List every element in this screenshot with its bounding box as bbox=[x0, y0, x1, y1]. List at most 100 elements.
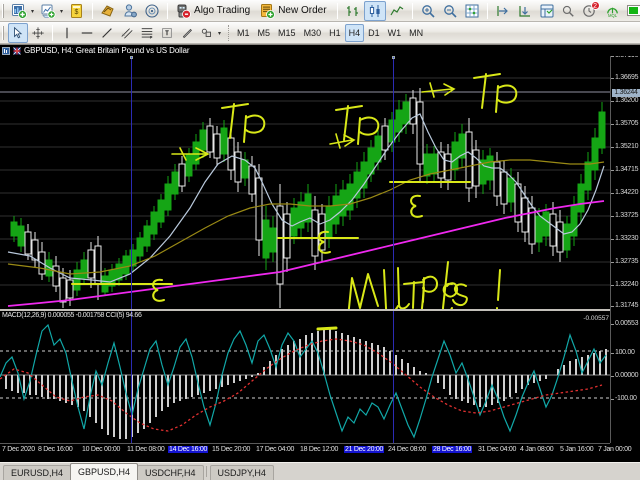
price-tick: 1.36695 bbox=[615, 74, 639, 81]
chevron-down-icon: ▾ bbox=[31, 8, 35, 15]
toolbar-right-cluster: 2 MQL bbox=[558, 0, 640, 21]
tab-separator bbox=[205, 466, 207, 477]
timeframe-mn[interactable]: MN bbox=[409, 27, 424, 38]
toolbar-separator bbox=[336, 2, 338, 19]
vertical-separator-2[interactable] bbox=[392, 56, 395, 443]
chart-shift-button[interactable] bbox=[492, 1, 514, 21]
chart-type-candle-button[interactable] bbox=[363, 0, 386, 21]
annotation-entry-1-e bbox=[152, 278, 165, 302]
data-window-button[interactable] bbox=[97, 1, 119, 21]
algo-trading-button[interactable]: Algo Trading bbox=[172, 1, 256, 21]
trendline-tool-button[interactable] bbox=[97, 23, 117, 43]
auto-scroll-button[interactable] bbox=[514, 1, 536, 21]
market-watch-button[interactable]: $ bbox=[66, 1, 88, 21]
navigator-button[interactable] bbox=[119, 1, 141, 21]
vertical-separator-1[interactable] bbox=[130, 56, 133, 443]
terminal-button[interactable] bbox=[141, 1, 163, 21]
time-tick: 18 Dec 12:00 bbox=[300, 446, 339, 453]
candlestick-chart-icon bbox=[369, 4, 380, 17]
annotation-tp-2-t bbox=[335, 105, 363, 141]
toolbar-grip[interactable] bbox=[1, 2, 6, 20]
timeframe-h1[interactable]: H1 bbox=[329, 27, 341, 38]
price-pane[interactable] bbox=[0, 56, 610, 309]
toolbar-grip[interactable] bbox=[1, 24, 6, 42]
time-tick: 17 Dec 04:00 bbox=[256, 446, 295, 453]
line-chart-icon bbox=[390, 5, 403, 15]
ma-slow-line bbox=[7, 200, 605, 307]
time-tick: 28 Dec 16:00 bbox=[432, 446, 473, 453]
chart-type-line-button[interactable] bbox=[386, 1, 408, 21]
algo-trading-icon bbox=[177, 4, 191, 19]
zoom-out-button[interactable] bbox=[439, 1, 461, 21]
fibonacci-icon: F bbox=[141, 27, 153, 40]
current-price-label: 1.36244 bbox=[612, 89, 640, 97]
chart-window[interactable]: GBPUSD, H4: Great Britain Pound vs US Do… bbox=[0, 44, 640, 462]
crosshair-tool-button[interactable] bbox=[28, 23, 48, 43]
timeframe-m15[interactable]: M15 bbox=[278, 27, 296, 38]
new-chart-button[interactable]: ▾ bbox=[8, 1, 37, 21]
timeframe-w1[interactable]: W1 bbox=[387, 27, 402, 38]
horizontal-line-tool-button[interactable] bbox=[77, 23, 97, 43]
grid-button[interactable] bbox=[461, 1, 483, 21]
horizontal-line-icon bbox=[81, 31, 93, 34]
line-studies-toolbar: F ▾ M1 M5 M15 M30 H1 H4 bbox=[0, 22, 640, 44]
new-order-label: New Order bbox=[278, 5, 327, 16]
price-scale[interactable]: 1.37190 1.36695 1.36244 1.36200 1.35705 … bbox=[610, 52, 640, 443]
new-order-button[interactable]: New Order bbox=[256, 1, 332, 21]
signal-quality-button[interactable]: MQL bbox=[602, 1, 623, 21]
timeframe-h4[interactable]: H4 bbox=[344, 23, 365, 42]
toolbar-separator bbox=[52, 24, 53, 41]
chart-plot-area[interactable]: MACD(12,26,9) 0.000055 -0.001758 CCI(5) … bbox=[0, 56, 610, 446]
timeframe-m5[interactable]: M5 bbox=[257, 27, 271, 38]
indicator-pane[interactable]: MACD(12,26,9) 0.000055 -0.001758 CCI(5) … bbox=[0, 311, 610, 446]
cci-line bbox=[0, 323, 607, 439]
zoom-in-button[interactable] bbox=[417, 1, 439, 21]
cursor-tool-button[interactable] bbox=[8, 22, 28, 43]
grid-icon bbox=[465, 4, 479, 17]
pane-splitter[interactable] bbox=[0, 309, 610, 311]
tab-usdjpy-h4[interactable]: USDJPY,H4 bbox=[209, 465, 274, 480]
vertical-line-tool-button[interactable] bbox=[57, 23, 77, 43]
shapes-icon bbox=[201, 28, 211, 37]
time-tick: 31 Dec 04:00 bbox=[478, 446, 517, 453]
mql-community-icon: MQL bbox=[606, 7, 618, 18]
time-tick: 7 Jan 00:00 bbox=[598, 446, 632, 453]
tab-eurusd-h4[interactable]: EURUSD,H4 bbox=[3, 465, 72, 480]
indicator-label: MACD(12,26,9) 0.000055 -0.001758 CCI(5) … bbox=[2, 312, 142, 319]
ma-fast-line bbox=[7, 113, 605, 283]
tab-gbpusd-h4[interactable]: GBPUSD,H4 bbox=[70, 463, 139, 480]
alerts-badge: 2 bbox=[590, 0, 600, 10]
alerts-button[interactable]: 2 bbox=[582, 0, 600, 19]
chart-type-bar-button[interactable] bbox=[342, 1, 364, 21]
text-tool-button[interactable] bbox=[157, 23, 177, 43]
annotation-tp-group bbox=[221, 73, 518, 145]
shapes-tool-button[interactable]: ▾ bbox=[197, 23, 224, 43]
price-tick: 1.32240 bbox=[615, 281, 639, 288]
annotation-tp-2-p bbox=[357, 116, 380, 145]
annotation-entry-2-e bbox=[318, 230, 331, 254]
time-scale[interactable]: 7 Dec 2020 8 Dec 16:00 10 Dec 00:00 11 D… bbox=[0, 443, 632, 462]
chevron-down-icon: ▾ bbox=[218, 30, 222, 37]
vertical-line-icon bbox=[66, 27, 68, 38]
fibonacci-tool-button[interactable]: F bbox=[137, 23, 157, 43]
main-toolbar: ▾ ▾ $ bbox=[0, 0, 640, 22]
annotation-tp-3-t bbox=[473, 73, 501, 109]
profiles-button[interactable]: ▾ bbox=[37, 1, 66, 21]
timeframe-d1[interactable]: D1 bbox=[368, 27, 380, 38]
annotation-tp-1-t bbox=[221, 103, 249, 139]
channel-icon bbox=[121, 27, 133, 39]
annotation-layer bbox=[71, 82, 471, 285]
search-icon bbox=[562, 5, 574, 17]
market-watch-icon: $ bbox=[71, 3, 83, 18]
timeframe-m30[interactable]: M30 bbox=[303, 27, 322, 38]
connection-status-indicator[interactable] bbox=[626, 5, 640, 16]
tab-usdchf-h4[interactable]: USDCHF,H4 bbox=[137, 465, 204, 480]
templates-button[interactable] bbox=[536, 1, 558, 21]
text-label-tool-button[interactable] bbox=[177, 23, 197, 43]
equidistant-channel-tool-button[interactable] bbox=[117, 23, 137, 43]
search-button[interactable] bbox=[558, 1, 578, 21]
timeframe-m1[interactable]: M1 bbox=[237, 27, 250, 38]
indicator-tick: -100.00 bbox=[615, 395, 637, 402]
time-tick: 21 Dec 20:00 bbox=[344, 446, 385, 453]
